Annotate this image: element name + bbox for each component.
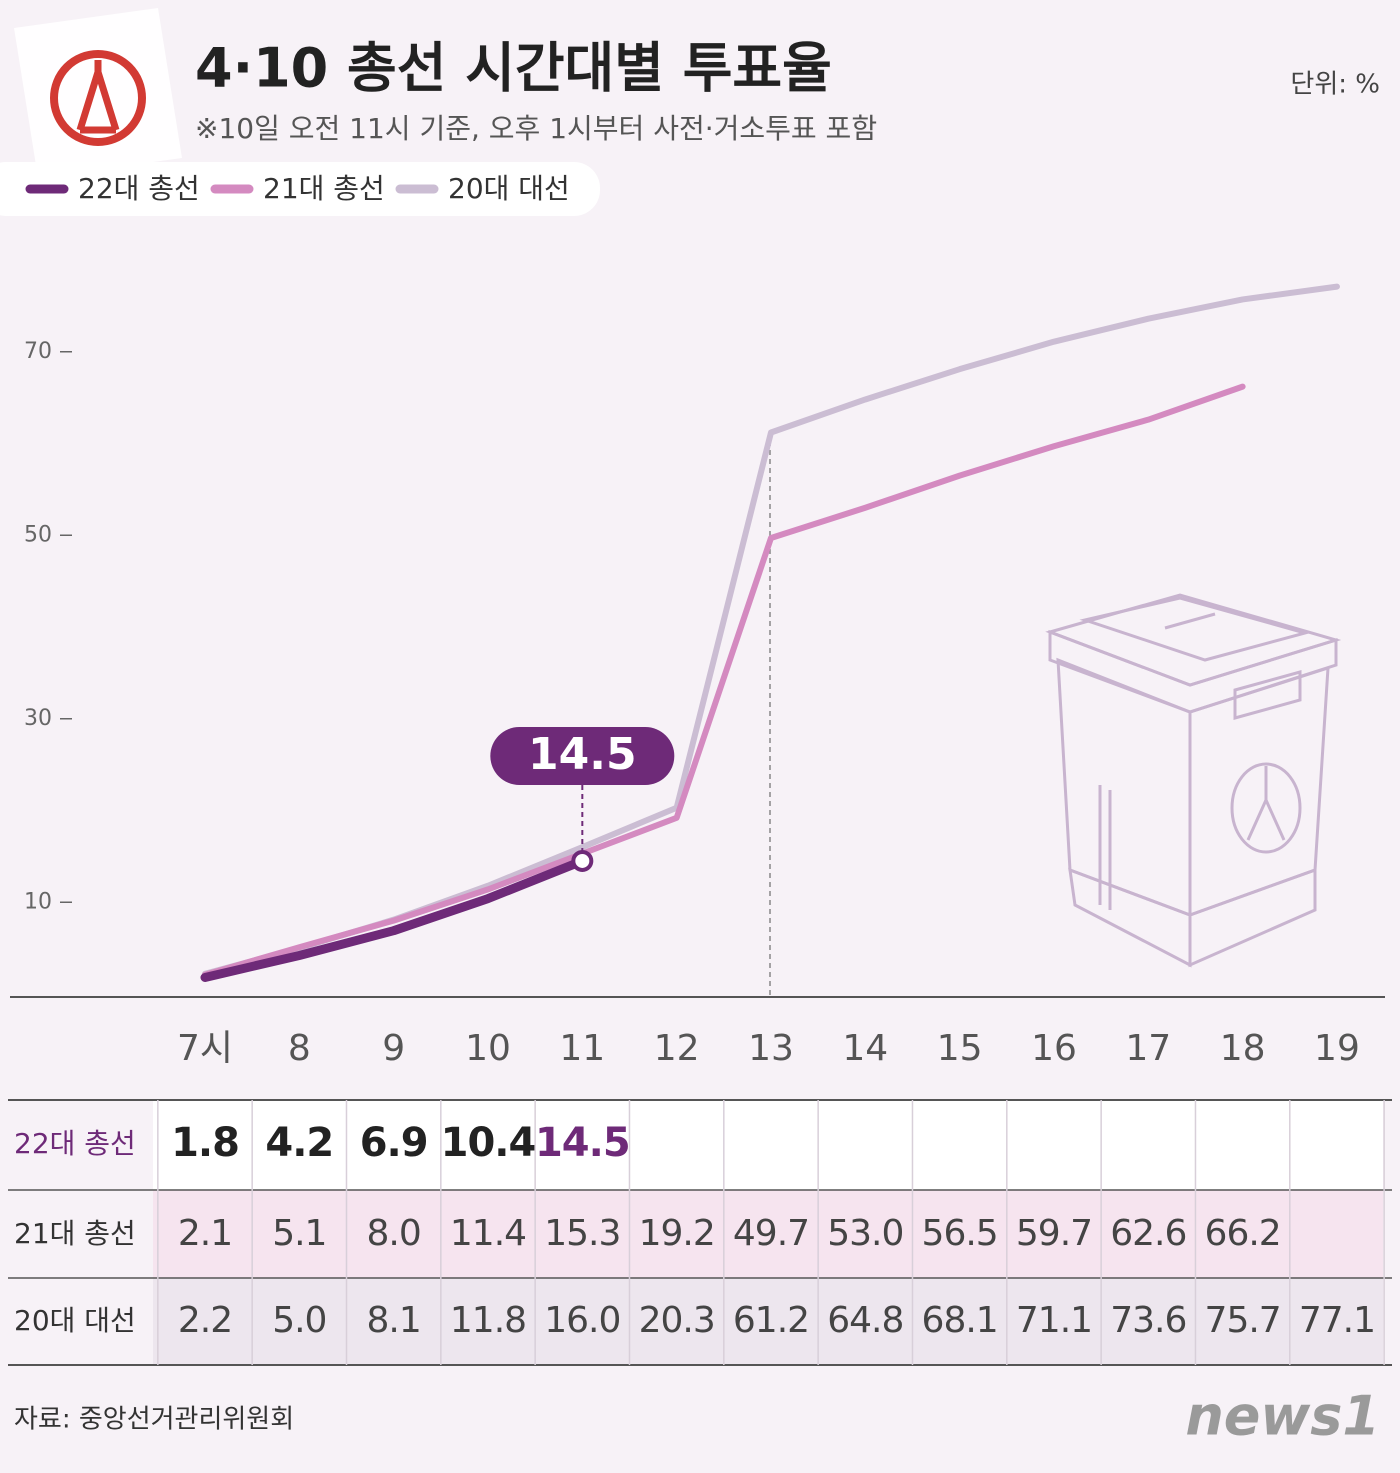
series-line [200, 856, 587, 982]
table-cell: 59.7 [1016, 1213, 1092, 1254]
table-cell: 64.8 [827, 1300, 903, 1341]
legend-box [0, 162, 600, 216]
table-cell: 2.2 [178, 1300, 232, 1341]
table-cell: 11.8 [450, 1300, 526, 1341]
x-tick-label: 13 [748, 1028, 794, 1069]
x-tick-label: 17 [1125, 1028, 1171, 1069]
source: 자료: 중앙선거관리위원회 [14, 1405, 294, 1435]
table-cell: 5.1 [272, 1213, 326, 1254]
x-tick-label: 12 [654, 1028, 700, 1069]
table-cell: 62.6 [1110, 1213, 1186, 1254]
x-tick-label: 11 [559, 1028, 605, 1069]
table-cell: 6.9 [360, 1120, 428, 1166]
ballot-box-icon [1045, 593, 1342, 968]
table-cell: 8.0 [367, 1213, 421, 1254]
x-tick-label: 8 [288, 1028, 311, 1069]
table-cell: 4.2 [265, 1120, 333, 1166]
x-tick-label: 16 [1031, 1028, 1077, 1069]
x-tick-label: 10 [465, 1028, 511, 1069]
table-row-label: 20대 대선 [14, 1304, 136, 1337]
y-tick-label: 30 [24, 706, 52, 731]
series-line [202, 383, 1246, 978]
x-tick-label: 14 [842, 1028, 888, 1069]
table-cell: 10.4 [441, 1120, 536, 1166]
table-cell: 15.3 [544, 1213, 620, 1254]
title: 4·10 총선 시간대별 투표율 [195, 37, 832, 100]
table-cell: 8.1 [367, 1300, 421, 1341]
table-row-bg [153, 1190, 1383, 1278]
table-cell: 56.5 [922, 1213, 998, 1254]
table-cell: 71.1 [1016, 1300, 1092, 1341]
table-cell: 1.8 [171, 1120, 239, 1166]
table-cell: 66.2 [1205, 1213, 1281, 1254]
table-cell: 73.6 [1110, 1300, 1186, 1341]
table-cell: 77.1 [1299, 1300, 1375, 1341]
table-cell: 5.0 [272, 1300, 326, 1341]
legend-label: 20대 대선 [448, 172, 570, 205]
y-tick-label: 70 [24, 339, 52, 364]
logo: news1 [1185, 1385, 1380, 1448]
table-cell: 19.2 [639, 1213, 715, 1254]
table-row-bg [153, 1100, 1383, 1190]
table-cell: 68.1 [922, 1300, 998, 1341]
x-tick-label: 18 [1220, 1028, 1266, 1069]
table-cell: 11.4 [450, 1213, 526, 1254]
table-cell: 61.2 [733, 1300, 809, 1341]
table-row-label: 21대 총선 [14, 1217, 136, 1250]
legend-label: 22대 총선 [78, 172, 200, 205]
x-tick-label: 7시 [177, 1028, 233, 1069]
table-row-label: 22대 총선 [14, 1127, 136, 1160]
table-cell: 20.3 [639, 1300, 715, 1341]
subtitle: ※10일 오전 11시 기준, 오후 1시부터 사전·거소투표 포함 [195, 112, 877, 145]
ballot-logo [14, 8, 182, 178]
x-tick-label: 19 [1314, 1028, 1360, 1069]
unit: 단위: % [1290, 70, 1380, 100]
table-cell: 2.1 [178, 1213, 232, 1254]
table-cell: 49.7 [733, 1213, 809, 1254]
highlight-point [571, 849, 594, 872]
annotation-label: 14.5 [528, 729, 637, 780]
x-tick-label: 9 [382, 1028, 405, 1069]
x-tick-label: 15 [937, 1028, 983, 1069]
annotation-bubble [490, 727, 675, 785]
table-cell: 14.5 [535, 1120, 630, 1166]
table-cell: 53.0 [827, 1213, 903, 1254]
y-tick-label: 10 [24, 889, 52, 914]
table-cell: 16.0 [544, 1300, 620, 1341]
y-tick-label: 50 [24, 522, 52, 547]
table-row-bg [153, 1278, 1383, 1365]
legend-label: 21대 총선 [263, 172, 385, 205]
table-cell: 75.7 [1205, 1300, 1281, 1341]
